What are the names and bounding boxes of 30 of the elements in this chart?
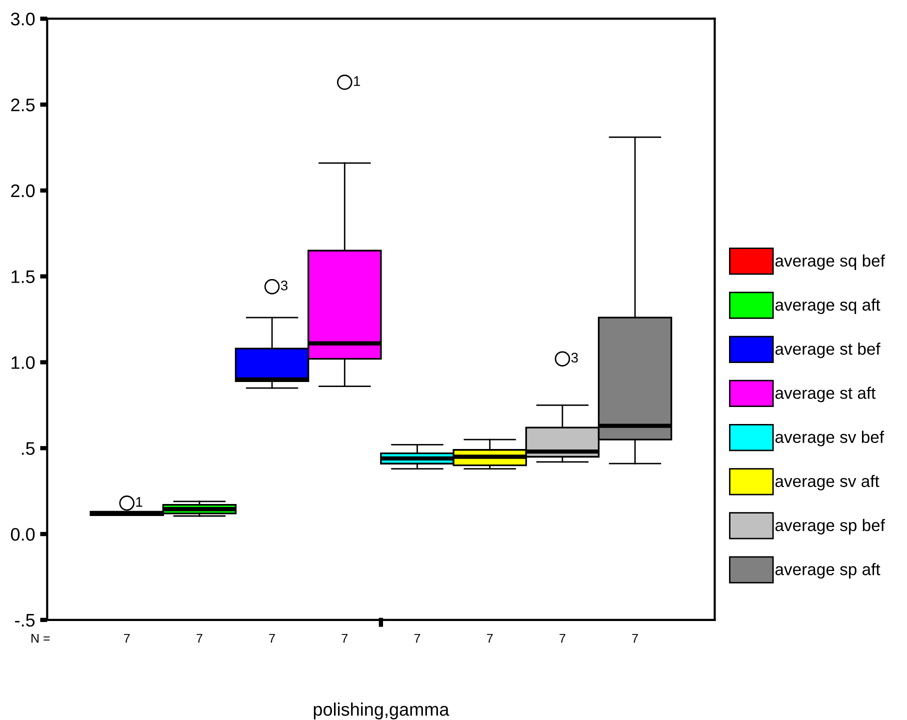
text: 7 <box>196 634 202 643</box>
legend-label: average sp bef <box>775 518 886 534</box>
legend-label: average st bef <box>775 342 880 358</box>
y-tick-label: .5 <box>22 442 35 455</box>
legend-label: average sv bef <box>775 430 884 446</box>
annotation: 1 <box>136 497 142 507</box>
annotation: 3 <box>571 352 578 363</box>
y-tick-label: 1.5 <box>12 270 35 284</box>
text: 7 <box>560 634 566 643</box>
text: 7 <box>632 634 638 643</box>
legend-label: average sq bef <box>775 254 886 270</box>
y-tick-label: 1.0 <box>12 356 35 369</box>
y-tick-label: 2.5 <box>11 98 35 112</box>
text: N = <box>32 634 50 643</box>
legend-label: average sq aft <box>775 298 880 314</box>
y-tick-label: 3.0 <box>10 12 35 26</box>
annotation: 3 <box>280 280 288 290</box>
y-tick-label: 2.0 <box>11 184 35 198</box>
text: 7 <box>414 634 420 643</box>
legend-label: average sv aft <box>775 474 880 490</box>
text: 7 <box>269 634 275 643</box>
text: 7 <box>487 634 493 643</box>
text: 7 <box>342 634 348 643</box>
annotation: 1 <box>354 76 360 86</box>
text: 7 <box>124 634 130 643</box>
legend-label: average sp aft <box>775 563 880 579</box>
x-axis-title: polishing,gamma <box>314 702 450 720</box>
y-tick-label: -.5 <box>15 614 35 627</box>
y-tick-label: 0.0 <box>10 528 35 541</box>
legend-label: average st aft <box>775 386 876 402</box>
